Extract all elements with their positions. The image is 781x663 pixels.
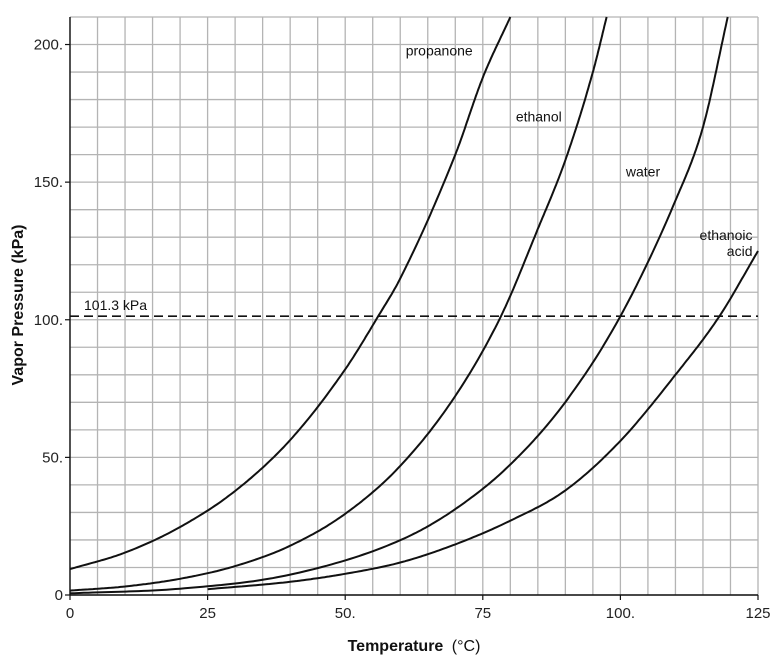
x-tick-label: 75 [474, 605, 491, 622]
series-label-water: water [625, 164, 661, 180]
y-axis-title: Vapor Pressure (kPa) [10, 225, 27, 386]
series-line-ethanol [69, 16, 608, 592]
x-tick-label: 50. [335, 605, 356, 622]
y-tick-label: 100. [34, 312, 63, 329]
series-lines [69, 16, 759, 595]
x-tick-labels: 0 25 50. 75 100. 125 [66, 595, 771, 622]
y-tick-label: 200. [34, 37, 63, 54]
series-line-water [69, 16, 729, 595]
x-tick-label: 25 [199, 605, 216, 622]
y-tick-label: 150. [34, 174, 63, 191]
series-line-propanone [69, 16, 512, 571]
grid [69, 16, 759, 596]
y-tick-label: 0 [55, 587, 63, 604]
y-tick-labels: 0 50. 100. 150. 200. [34, 37, 70, 604]
series-labels: propanone ethanol water ethanoic acid [406, 43, 753, 259]
x-tick-label: 100. [606, 605, 635, 622]
series-label-ethanoic-acid: ethanoic acid [700, 227, 753, 259]
x-axis-title-main: Temperature [348, 638, 444, 655]
y-tick-label: 50. [42, 449, 63, 466]
series-line-ethanoic-acid [207, 250, 759, 591]
x-axis-title-unit: (°C) [452, 638, 481, 655]
x-tick-label: 0 [66, 605, 74, 622]
x-tick-label: 125 [745, 605, 770, 622]
reference-line-label: 101.3 kPa [84, 297, 147, 313]
x-axis-title: Temperature (°C) [348, 638, 481, 655]
series-label-propanone: propanone [406, 43, 473, 59]
reference-line-group: 101.3 kPa [70, 297, 758, 317]
series-label-ethanol: ethanol [516, 109, 562, 125]
axes [69, 17, 758, 596]
